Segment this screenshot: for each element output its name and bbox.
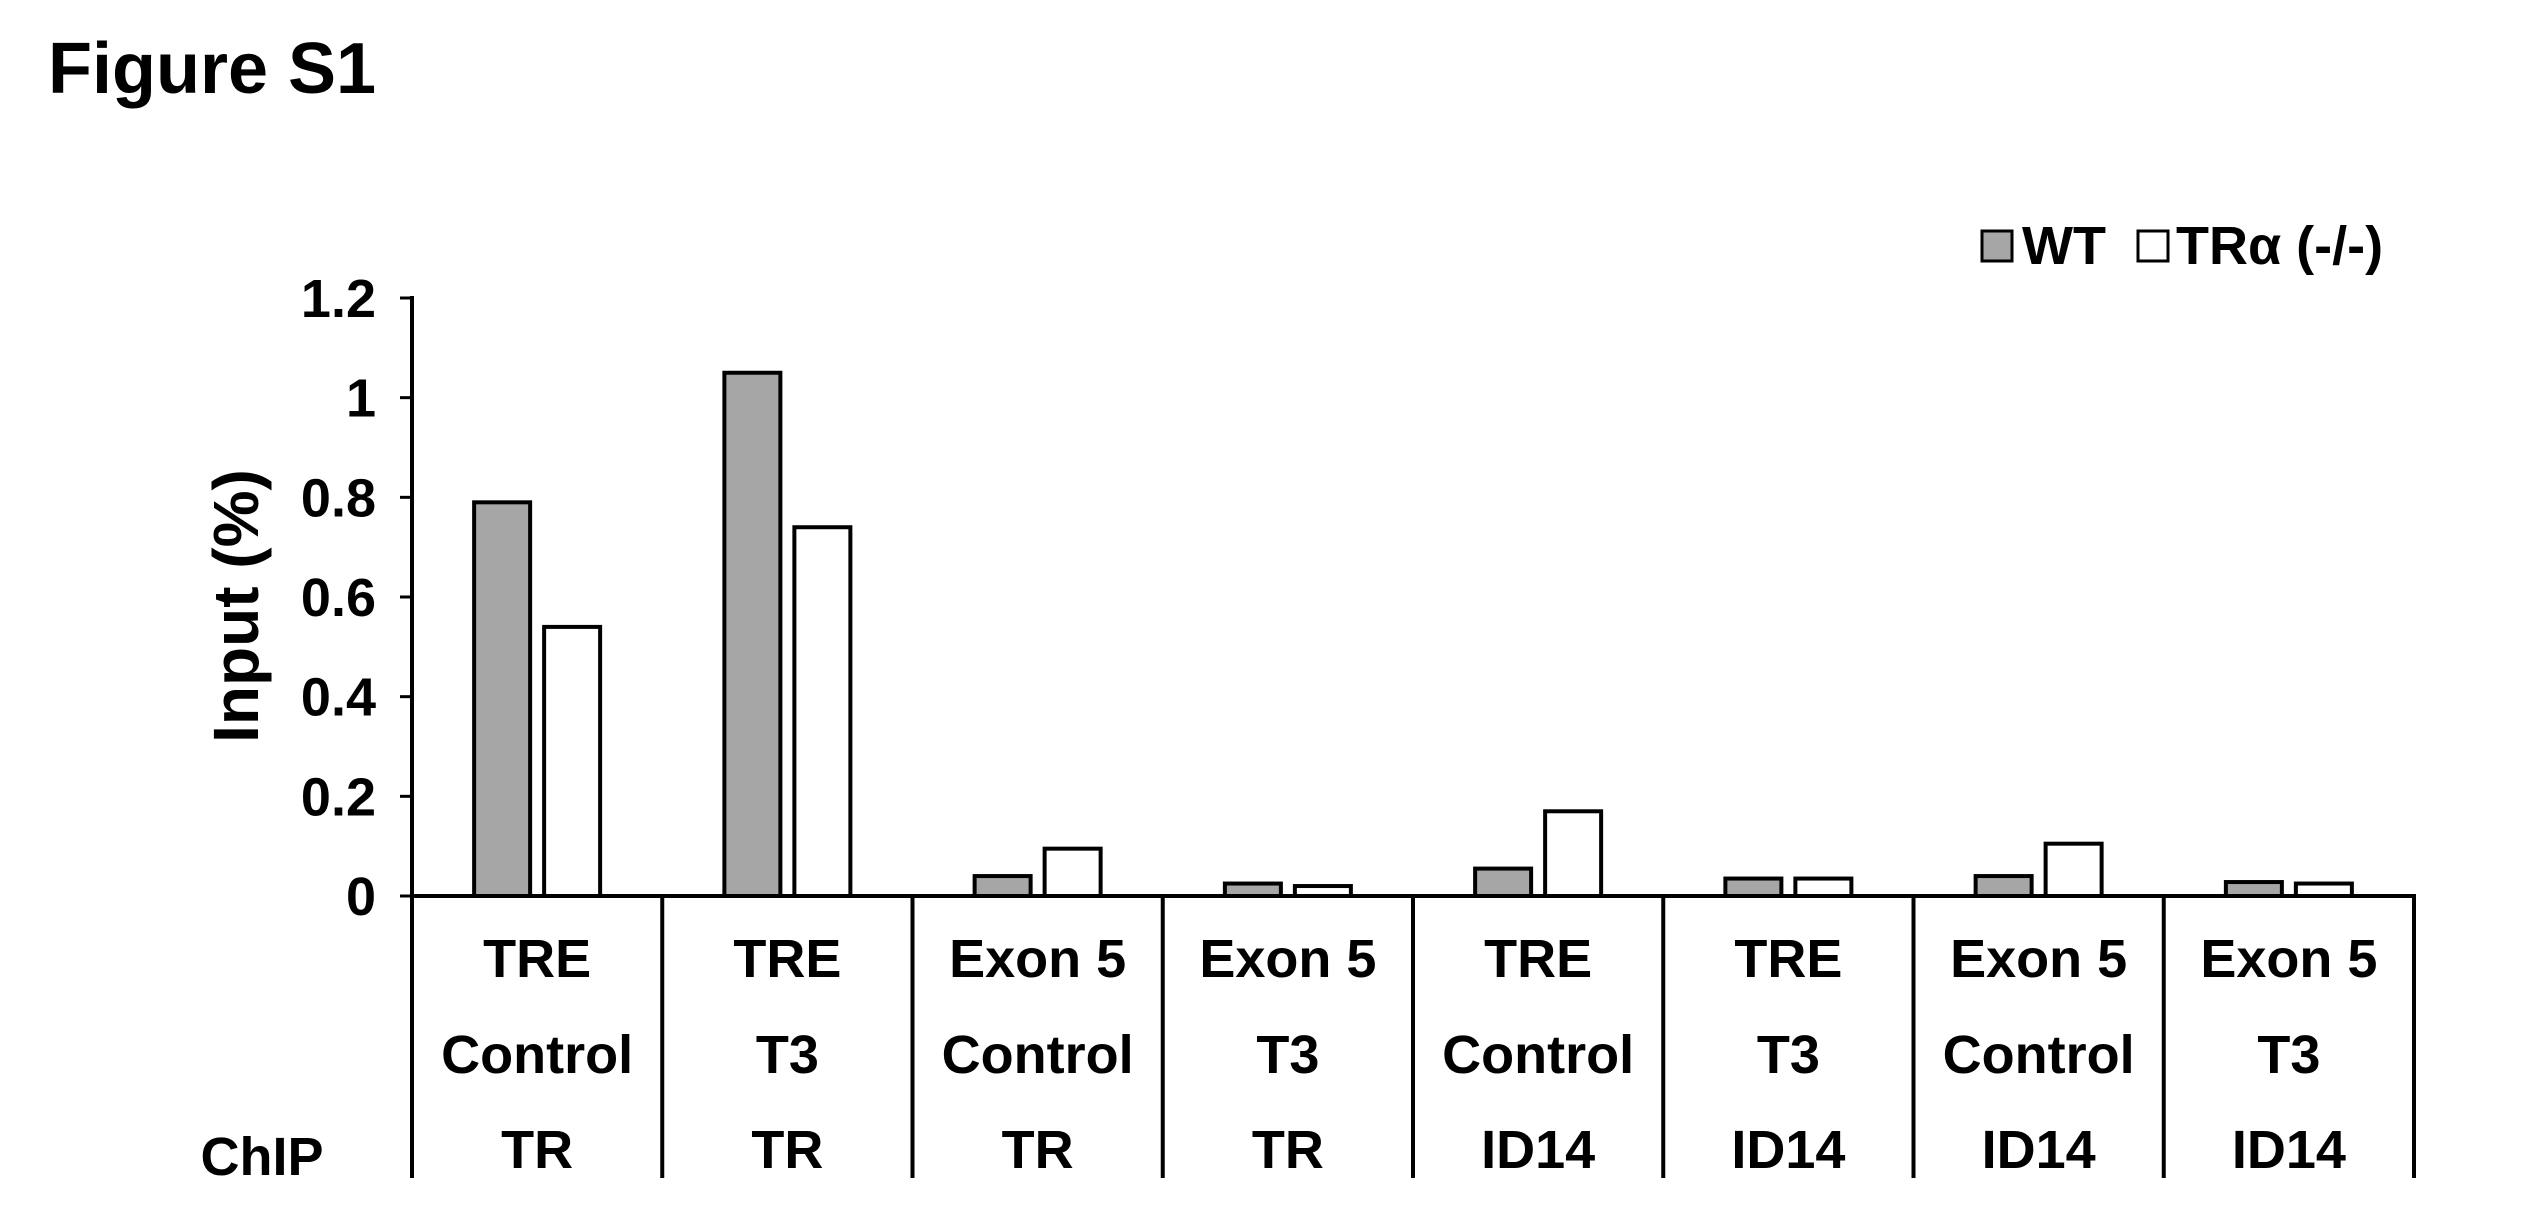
category-chip-label: TR xyxy=(1002,1120,1074,1180)
chip-row-label: ChIP xyxy=(200,1127,323,1187)
category-treatment-label: Control xyxy=(441,1025,633,1085)
category-region-label: TRE xyxy=(1484,929,1592,989)
y-axis: 0 0.2 0.4 0.6 0.8 1 1.2 xyxy=(301,269,414,927)
category-chip-label: ID14 xyxy=(1731,1120,1845,1180)
category-chip-label: ID14 xyxy=(2232,1120,2346,1180)
bar-tra xyxy=(1793,876,1854,899)
y-tick-label: 1 xyxy=(346,369,376,429)
legend-swatch-tra xyxy=(2136,229,2170,263)
figure-label: Figure S1 xyxy=(48,29,377,109)
y-tick-label: 1.2 xyxy=(301,269,376,329)
category-region-label: Exon 5 xyxy=(1199,929,1376,989)
y-tick-label: 0 xyxy=(346,867,376,927)
bar-tra xyxy=(542,624,603,899)
bar-wt xyxy=(472,500,533,898)
category-treatment-label: T3 xyxy=(1757,1025,1820,1085)
bar-tra xyxy=(1042,846,1103,898)
category-region-label: Exon 5 xyxy=(1950,929,2127,989)
legend-label-tra: TRα (-/-) xyxy=(2176,216,2383,276)
bar-tra xyxy=(2043,841,2104,898)
category-chip-label: TR xyxy=(751,1120,823,1180)
bar-wt xyxy=(972,874,1033,898)
category-chip-label: ID14 xyxy=(1982,1120,2096,1180)
bar-wt xyxy=(1973,874,2034,898)
category-table: TRE Control TR TRE T3 TR Exon 5 Control TR Exon 5… xyxy=(410,894,2416,1180)
bar-tra xyxy=(792,525,853,898)
bars xyxy=(472,370,2354,899)
y-axis-label: Input (%) xyxy=(200,469,272,743)
legend: WT TRα (-/-) xyxy=(1980,216,2383,276)
y-tick-label: 0.6 xyxy=(301,568,376,628)
bar-wt xyxy=(1723,876,1784,899)
category-chip-label: TR xyxy=(501,1120,573,1180)
category-chip-label: TR xyxy=(1252,1120,1324,1180)
category-treatment-label: T3 xyxy=(1256,1025,1319,1085)
bar-tra xyxy=(1543,809,1604,898)
legend-swatch-wt xyxy=(1980,229,2014,263)
bar-wt xyxy=(722,370,783,898)
category-region-label: TRE xyxy=(483,929,591,989)
category-treatment-label: Control xyxy=(942,1025,1134,1085)
bar-wt xyxy=(1473,866,1534,899)
category-region-label: TRE xyxy=(1734,929,1842,989)
category-treatment-label: Control xyxy=(1442,1025,1634,1085)
category-treatment-label: Control xyxy=(1943,1025,2135,1085)
category-treatment-label: T3 xyxy=(756,1025,819,1085)
category-treatment-label: T3 xyxy=(2257,1025,2320,1085)
legend-label-wt: WT xyxy=(2022,216,2106,276)
category-chip-label: ID14 xyxy=(1481,1120,1595,1180)
category-region-label: Exon 5 xyxy=(2200,929,2377,989)
y-tick-label: 0.2 xyxy=(301,767,376,827)
bar-wt xyxy=(2223,880,2284,899)
y-tick-label: 0.4 xyxy=(301,668,376,728)
y-tick-label: 0.8 xyxy=(301,468,376,528)
category-region-label: Exon 5 xyxy=(949,929,1126,989)
category-region-label: TRE xyxy=(733,929,841,989)
